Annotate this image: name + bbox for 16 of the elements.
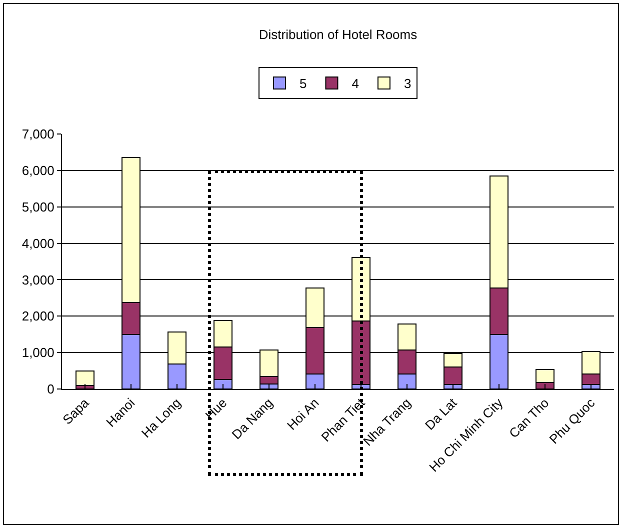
x-tick-label: Hoi An [284, 395, 322, 433]
y-tick-label: 7,000 [22, 126, 54, 142]
legend-label: 5 [300, 76, 307, 92]
x-tick-label: Da Lat [422, 394, 460, 433]
y-tick-label: 1,000 [22, 345, 54, 360]
bar [75, 370, 95, 386]
chart-title: Distribution of Hotel Rooms [258, 27, 418, 42]
y-tick-label: 3,000 [22, 272, 54, 288]
legend-label: 3 [404, 76, 412, 92]
y-tick-label: 2,000 [22, 308, 54, 324]
legend-label: 4 [352, 76, 359, 92]
x-tick-label: Hue [202, 395, 230, 423]
y-tick-label: 6,000 [22, 162, 54, 178]
y-tick-label: 0 [47, 382, 54, 397]
y-tick-label: 5,000 [22, 199, 54, 214]
y-tick-label: 4,000 [22, 236, 54, 251]
